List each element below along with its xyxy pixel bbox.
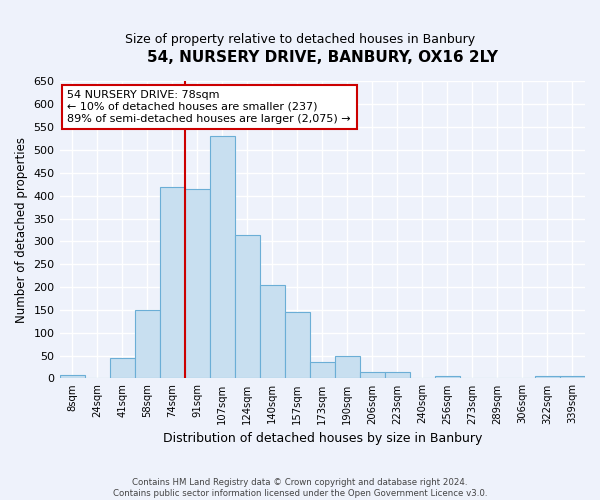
Bar <box>185 189 209 378</box>
Bar <box>235 234 260 378</box>
Bar <box>360 372 385 378</box>
Bar <box>385 372 410 378</box>
Bar <box>310 362 335 378</box>
Bar <box>335 356 360 378</box>
Bar <box>560 376 585 378</box>
Bar <box>285 312 310 378</box>
Bar <box>110 358 134 378</box>
Bar <box>435 376 460 378</box>
Y-axis label: Number of detached properties: Number of detached properties <box>15 137 28 323</box>
Bar <box>209 136 235 378</box>
Bar <box>260 285 285 378</box>
X-axis label: Distribution of detached houses by size in Banbury: Distribution of detached houses by size … <box>163 432 482 445</box>
Title: 54, NURSERY DRIVE, BANBURY, OX16 2LY: 54, NURSERY DRIVE, BANBURY, OX16 2LY <box>147 50 498 65</box>
Text: 54 NURSERY DRIVE: 78sqm
← 10% of detached houses are smaller (237)
89% of semi-d: 54 NURSERY DRIVE: 78sqm ← 10% of detache… <box>67 90 351 124</box>
Text: Size of property relative to detached houses in Banbury: Size of property relative to detached ho… <box>125 32 475 46</box>
Bar <box>535 376 560 378</box>
Bar <box>134 310 160 378</box>
Text: Contains HM Land Registry data © Crown copyright and database right 2024.
Contai: Contains HM Land Registry data © Crown c… <box>113 478 487 498</box>
Bar <box>160 186 185 378</box>
Bar <box>59 375 85 378</box>
